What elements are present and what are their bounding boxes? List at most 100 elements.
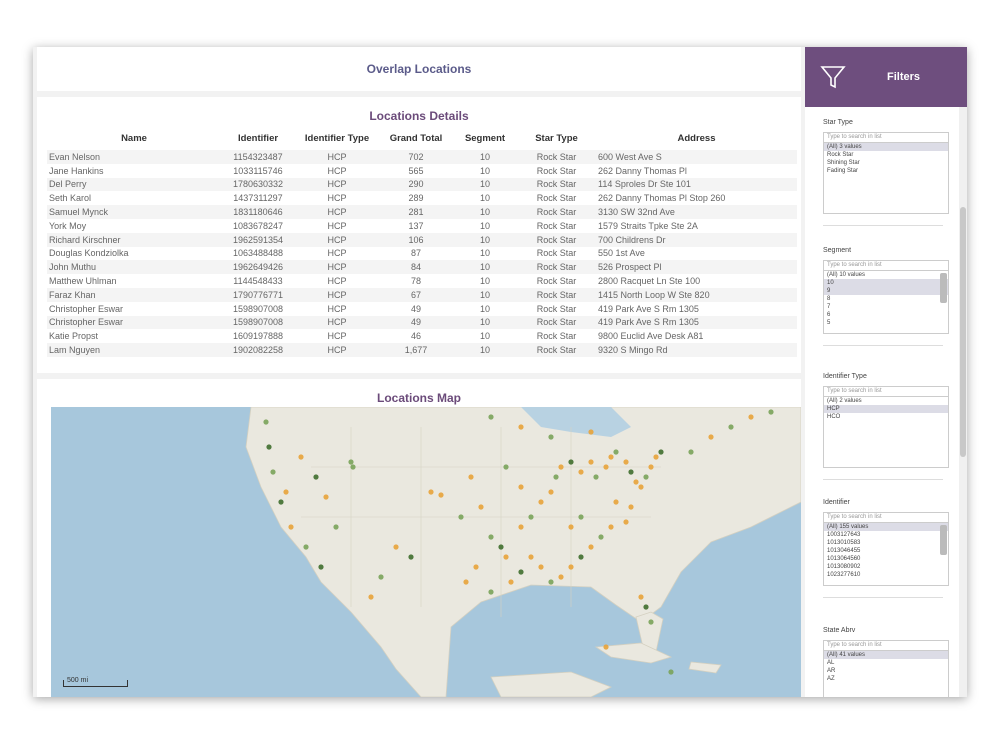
location-marker[interactable] xyxy=(503,554,509,560)
location-marker[interactable] xyxy=(623,519,629,525)
location-marker[interactable] xyxy=(348,459,354,465)
location-marker[interactable] xyxy=(603,464,609,470)
location-marker[interactable] xyxy=(468,474,474,480)
location-marker[interactable] xyxy=(613,449,619,455)
location-marker[interactable] xyxy=(643,474,649,480)
location-marker[interactable] xyxy=(503,464,509,470)
location-marker[interactable] xyxy=(728,424,734,430)
location-marker[interactable] xyxy=(488,414,494,420)
table-row[interactable]: Faraz Khan 1790776771 HCP 67 10 Rock Star 1415… xyxy=(47,287,797,302)
table-row[interactable]: Katie Propst 1609197888 HCP 46 10 Rock Star 98… xyxy=(47,329,797,343)
filter-option[interactable]: (All) 10 values xyxy=(827,272,866,278)
filter-option[interactable]: Shining Star xyxy=(827,160,860,166)
location-marker[interactable] xyxy=(458,514,464,520)
location-marker[interactable] xyxy=(608,524,614,530)
filter-option[interactable]: 1023277610 xyxy=(827,572,861,578)
locations-map[interactable]: 500 mi xyxy=(51,407,801,697)
location-marker[interactable] xyxy=(578,554,584,560)
sidebar-scroll-thumb[interactable] xyxy=(960,207,966,457)
filter-option[interactable]: HCP xyxy=(824,405,948,413)
filter-option[interactable]: AL xyxy=(827,660,835,666)
location-marker[interactable] xyxy=(263,419,269,425)
filter-options-list[interactable]: (All) 155 values 1003127643 1013010583 1013… xyxy=(823,523,949,586)
location-marker[interactable] xyxy=(528,554,534,560)
location-marker[interactable] xyxy=(518,524,524,530)
location-marker[interactable] xyxy=(633,479,639,485)
location-marker[interactable] xyxy=(638,594,644,600)
filter-option[interactable]: 8 xyxy=(827,296,831,302)
filter-option[interactable]: Fading Star xyxy=(827,168,859,174)
filter-search-input[interactable]: Type to search in list xyxy=(823,132,949,143)
location-marker[interactable] xyxy=(588,544,594,550)
col-header-segment[interactable]: Segment xyxy=(464,133,506,144)
location-marker[interactable] xyxy=(558,464,564,470)
location-marker[interactable] xyxy=(623,459,629,465)
location-marker[interactable] xyxy=(653,454,659,460)
filter-search-input[interactable]: Type to search in list xyxy=(823,640,949,651)
location-marker[interactable] xyxy=(748,414,754,420)
table-row[interactable]: Matthew Uhlman 1144548433 HCP 78 10 Rock Star… xyxy=(47,274,797,288)
location-marker[interactable] xyxy=(643,604,649,610)
location-marker[interactable] xyxy=(548,489,554,495)
location-marker[interactable] xyxy=(588,429,594,435)
location-marker[interactable] xyxy=(428,489,434,495)
location-marker[interactable] xyxy=(538,499,544,505)
filter-option[interactable]: 10 xyxy=(824,279,948,287)
location-marker[interactable] xyxy=(318,564,324,570)
location-marker[interactable] xyxy=(603,644,609,650)
location-marker[interactable] xyxy=(558,574,564,580)
filter-option[interactable]: (All) 3 values xyxy=(824,143,948,151)
col-header-grand-total[interactable]: Grand Total xyxy=(389,133,443,144)
location-marker[interactable] xyxy=(303,544,309,550)
location-marker[interactable] xyxy=(518,569,524,575)
location-marker[interactable] xyxy=(323,494,329,500)
filter-option[interactable]: AR xyxy=(827,668,836,674)
filter-search-input[interactable]: Type to search in list xyxy=(823,386,949,397)
table-row[interactable]: Del Perry 1780630332 HCP 290 10 Rock Star 114 … xyxy=(47,177,797,192)
location-marker[interactable] xyxy=(368,594,374,600)
table-row[interactable]: Douglas Kondziolka 1063488488 HCP 87 10 Rock … xyxy=(47,247,797,261)
filter-option[interactable]: HCO xyxy=(827,414,841,420)
filter-option[interactable]: 1013064560 xyxy=(827,556,861,562)
filter-list-scrollbar[interactable] xyxy=(940,525,947,555)
location-marker[interactable] xyxy=(333,524,339,530)
filter-options-list[interactable]: (All) 2 values HCP HCO xyxy=(823,397,949,468)
location-marker[interactable] xyxy=(313,474,319,480)
location-marker[interactable] xyxy=(283,489,289,495)
sidebar-scrollbar[interactable] xyxy=(959,107,967,697)
location-marker[interactable] xyxy=(548,579,554,585)
location-marker[interactable] xyxy=(508,579,514,585)
filter-funnel-icon[interactable] xyxy=(819,63,847,91)
col-header-star-type[interactable]: Star Type xyxy=(535,133,578,144)
location-marker[interactable] xyxy=(473,564,479,570)
location-marker[interactable] xyxy=(768,409,774,415)
location-marker[interactable] xyxy=(613,499,619,505)
table-row[interactable]: Lam Nguyen 1902082258 HCP 1,677 10 Rock Star 9… xyxy=(47,343,797,357)
location-marker[interactable] xyxy=(438,492,444,498)
table-row[interactable]: Christopher Eswar 1598907008 HCP 49 10 Rock S… xyxy=(47,315,797,330)
location-marker[interactable] xyxy=(628,504,634,510)
table-row[interactable]: Jane Hankins 1033115746 HCP 565 10 Rock Star 2… xyxy=(47,164,797,178)
location-marker[interactable] xyxy=(518,424,524,430)
location-marker[interactable] xyxy=(568,564,574,570)
filter-option[interactable]: 5 xyxy=(827,320,831,326)
filter-option[interactable]: (All) 2 values xyxy=(827,398,862,404)
location-marker[interactable] xyxy=(378,574,384,580)
filter-option[interactable]: 9 xyxy=(824,287,948,295)
filter-options-list[interactable]: (All) 10 values 10 9 8 7 6 5 xyxy=(823,271,949,334)
location-marker[interactable] xyxy=(548,434,554,440)
table-row[interactable]: Christopher Eswar 1598907008 HCP 49 10 Rock S… xyxy=(47,302,797,316)
filter-option[interactable]: 1003127643 xyxy=(827,532,861,538)
location-marker[interactable] xyxy=(518,484,524,490)
filter-option[interactable]: (All) 155 values xyxy=(824,523,948,531)
filter-search-input[interactable]: Type to search in list xyxy=(823,260,949,271)
location-marker[interactable] xyxy=(568,524,574,530)
location-marker[interactable] xyxy=(488,534,494,540)
location-marker[interactable] xyxy=(498,544,504,550)
location-marker[interactable] xyxy=(648,619,654,625)
location-marker[interactable] xyxy=(638,484,644,490)
col-header-identifier[interactable]: Identifier xyxy=(237,133,279,144)
location-marker[interactable] xyxy=(688,449,694,455)
col-header-identifier-type[interactable]: Identifier Type xyxy=(304,133,370,144)
location-marker[interactable] xyxy=(593,474,599,480)
